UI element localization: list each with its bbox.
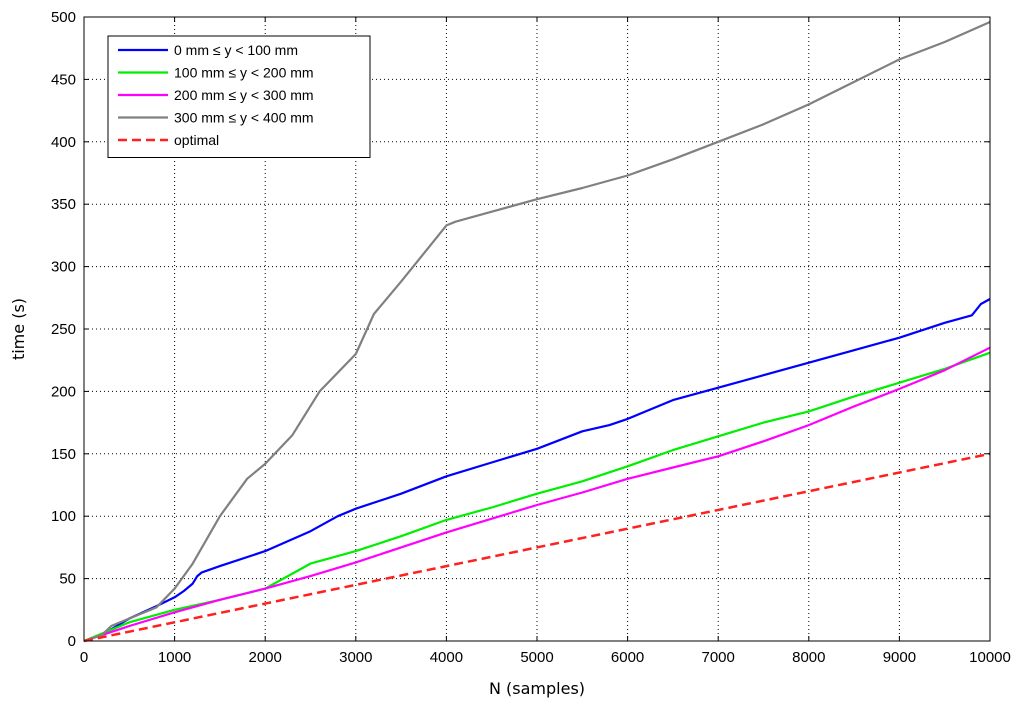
series-lines [83,20,991,643]
series-line-3 [83,346,991,643]
legend-label-1: 0 mm ≤ y < 100 mm [174,42,298,58]
grid-lines [84,17,990,641]
legend-box [107,35,371,158]
x-tick-label: 3000 [339,649,372,666]
x-tick-label: 1000 [158,649,191,666]
y-tick-label: 450 [51,71,76,88]
x-tick-label: 4000 [430,649,463,666]
y-tick-label: 300 [51,259,76,276]
y-tick-label: 350 [51,196,76,213]
legend: 0 mm ≤ y < 100 mm 100 mm ≤ y < 200 mm 200 … [107,35,371,158]
legend-label-2: 100 mm ≤ y < 200 mm [174,65,314,81]
x-axis-label: N (samples) [489,679,585,698]
legend-label-3: 200 mm ≤ y < 300 mm [174,87,314,103]
x-tick-label: 7000 [702,649,735,666]
legend-label-4: 300 mm ≤ y < 400 mm [174,110,314,126]
x-tick-label: 9000 [883,649,916,666]
x-tick-label: 2000 [249,649,282,666]
y-tick-label: 0 [68,633,76,650]
y-tick-label: 400 [51,134,76,151]
series-line-1 [83,298,991,643]
legend-label-5: optimal [174,132,219,148]
axis-ticks: 0 1000 2000 3000 4000 5000 6000 7000 8000 9000 100… [51,9,1011,666]
y-tick-label: 50 [59,571,76,588]
x-tick-label: 0 [80,649,88,666]
x-tick-label: 10000 [969,649,1011,666]
y-tick-label: 200 [51,383,76,400]
y-tick-label: 250 [51,321,76,338]
x-tick-label: 6000 [611,649,644,666]
series-line-4 [83,20,991,643]
x-tick-label: 8000 [792,649,825,666]
y-tick-label: 150 [51,446,76,463]
y-axis-label: time (s) [9,298,28,360]
y-tick-label: 100 [51,508,76,525]
x-tick-label: 5000 [520,649,553,666]
series-line-5 [83,452,991,643]
y-tick-label: 500 [51,9,76,26]
